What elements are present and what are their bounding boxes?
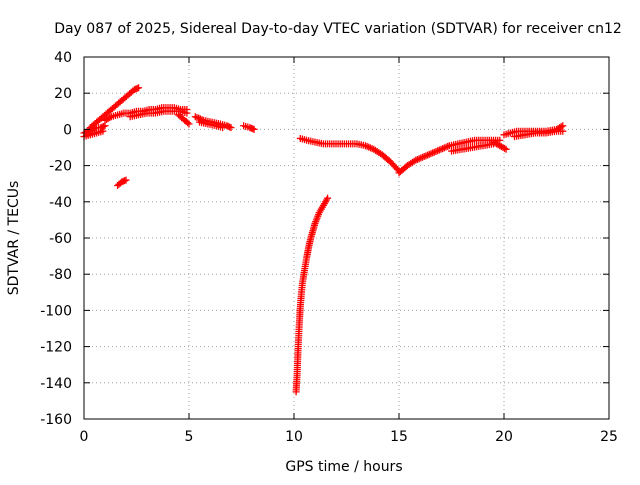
data-point (366, 144, 374, 152)
y-tick-label: -80 (49, 267, 72, 283)
y-axis-label: SDTVAR / TECUs (6, 181, 22, 296)
data-point (419, 153, 427, 161)
data-point (439, 145, 447, 153)
y-tick-label: -40 (49, 195, 72, 211)
data-point (135, 84, 143, 92)
grid (84, 57, 609, 419)
data-point (415, 155, 423, 163)
data-point (434, 147, 442, 155)
data-point (196, 115, 204, 123)
data-point (183, 109, 191, 117)
data-point (412, 156, 420, 164)
data-point (432, 147, 440, 155)
x-tick-label: 0 (80, 429, 89, 445)
data-point (99, 127, 107, 135)
data-points (80, 84, 567, 396)
y-tick-label: 40 (54, 50, 72, 66)
axis-ticks: 0 5 10 15 20 25 40 20 0 -20 -40 -60 -80 -100 -120 -140 -… (40, 50, 618, 445)
data-point (442, 143, 450, 151)
data-point (365, 143, 373, 151)
data-point (250, 125, 258, 133)
chart-title: Day 087 of 2025, Sidereal Day-to-day VTE… (54, 21, 622, 37)
x-tick-label: 5 (185, 429, 194, 445)
data-point (559, 127, 567, 135)
y-tick-label: -120 (40, 340, 72, 356)
y-tick-label: -140 (40, 376, 72, 392)
data-point (429, 149, 437, 157)
x-axis-label: GPS time / hours (285, 459, 402, 475)
data-point (361, 142, 369, 150)
x-tick-label: 25 (600, 429, 618, 445)
data-point (363, 142, 371, 150)
data-point (501, 144, 509, 152)
data-point (219, 124, 227, 132)
data-point (227, 124, 235, 132)
data-point (193, 113, 201, 121)
x-tick-label: 10 (285, 429, 303, 445)
data-point (422, 152, 430, 160)
y-tick-label: -100 (40, 303, 72, 319)
y-tick-label: -60 (49, 231, 72, 247)
data-point (427, 150, 435, 158)
data-point (430, 148, 438, 156)
y-tick-label: 0 (63, 122, 72, 138)
data-point (106, 114, 114, 122)
data-point (191, 113, 199, 121)
data-point (417, 154, 425, 162)
data-point (444, 142, 452, 150)
data-point (184, 119, 192, 127)
y-tick-label: 20 (54, 86, 72, 102)
data-point (440, 144, 448, 152)
data-point (420, 153, 428, 161)
data-point (435, 146, 443, 154)
x-tick-label: 15 (390, 429, 408, 445)
data-point (413, 155, 421, 163)
data-point (502, 145, 510, 153)
data-point (195, 114, 203, 122)
data-point (122, 176, 130, 184)
data-point (324, 194, 332, 202)
x-tick-label: 20 (495, 429, 513, 445)
data-point (425, 150, 433, 158)
y-tick-label: -160 (40, 412, 72, 428)
data-point (437, 145, 445, 153)
data-point (424, 151, 432, 159)
y-tick-label: -20 (49, 159, 72, 175)
data-point (185, 120, 193, 128)
